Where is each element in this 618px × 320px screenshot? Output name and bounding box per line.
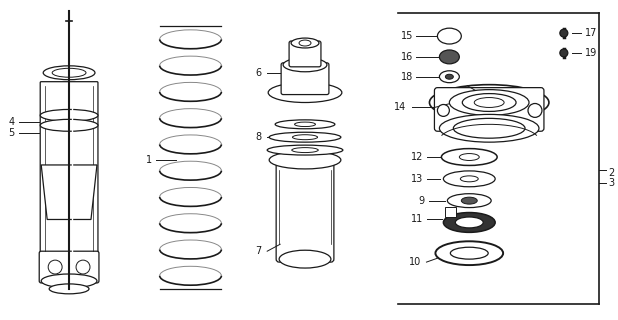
FancyBboxPatch shape [289,41,321,67]
Text: 2: 2 [609,168,615,178]
Text: 18: 18 [402,72,413,82]
Text: 4: 4 [8,117,14,127]
FancyBboxPatch shape [40,82,98,260]
Ellipse shape [283,58,327,72]
Ellipse shape [279,250,331,268]
Ellipse shape [560,49,568,57]
Ellipse shape [268,83,342,102]
Ellipse shape [441,148,497,165]
FancyBboxPatch shape [434,88,544,131]
Ellipse shape [269,132,341,142]
Ellipse shape [436,241,503,265]
Text: 15: 15 [401,31,413,41]
Ellipse shape [449,90,529,116]
FancyBboxPatch shape [39,251,99,283]
Polygon shape [41,165,97,220]
Text: 19: 19 [585,48,597,58]
Ellipse shape [292,135,318,140]
Text: 7: 7 [255,246,261,256]
Ellipse shape [438,28,461,44]
Ellipse shape [299,40,311,46]
Ellipse shape [443,171,495,187]
Circle shape [48,260,62,274]
Ellipse shape [43,66,95,80]
Ellipse shape [443,212,495,232]
Circle shape [438,105,449,116]
Text: 6: 6 [255,68,261,78]
Text: 13: 13 [412,174,423,184]
Bar [446,207,456,217]
Ellipse shape [459,154,479,161]
Text: 1: 1 [146,155,152,165]
Text: 14: 14 [394,102,405,112]
Circle shape [528,103,542,117]
FancyBboxPatch shape [281,63,329,95]
Ellipse shape [40,119,98,131]
Text: 9: 9 [418,196,425,206]
Ellipse shape [41,274,97,288]
Ellipse shape [292,148,318,153]
Ellipse shape [462,93,516,111]
Text: 8: 8 [255,132,261,142]
Text: 12: 12 [412,152,424,162]
Text: 10: 10 [409,257,421,267]
Text: 16: 16 [402,52,413,62]
Text: 17: 17 [585,28,597,38]
Text: 5: 5 [8,128,14,138]
Ellipse shape [267,145,343,155]
Ellipse shape [275,120,335,129]
Ellipse shape [40,109,98,121]
Ellipse shape [295,122,315,126]
Ellipse shape [49,284,89,294]
FancyBboxPatch shape [276,157,334,262]
Ellipse shape [454,118,525,138]
Circle shape [76,260,90,274]
Ellipse shape [439,50,459,64]
Ellipse shape [560,29,568,37]
Ellipse shape [461,197,477,204]
Ellipse shape [460,176,478,182]
Text: 11: 11 [412,214,423,224]
Ellipse shape [474,98,504,108]
Ellipse shape [447,194,491,208]
Ellipse shape [52,68,86,77]
Ellipse shape [291,38,319,48]
Ellipse shape [439,71,459,83]
Ellipse shape [430,85,549,120]
Ellipse shape [451,247,488,259]
Ellipse shape [269,151,341,169]
Ellipse shape [439,114,539,142]
Ellipse shape [446,74,454,79]
Ellipse shape [455,217,483,228]
Text: 3: 3 [609,178,615,188]
